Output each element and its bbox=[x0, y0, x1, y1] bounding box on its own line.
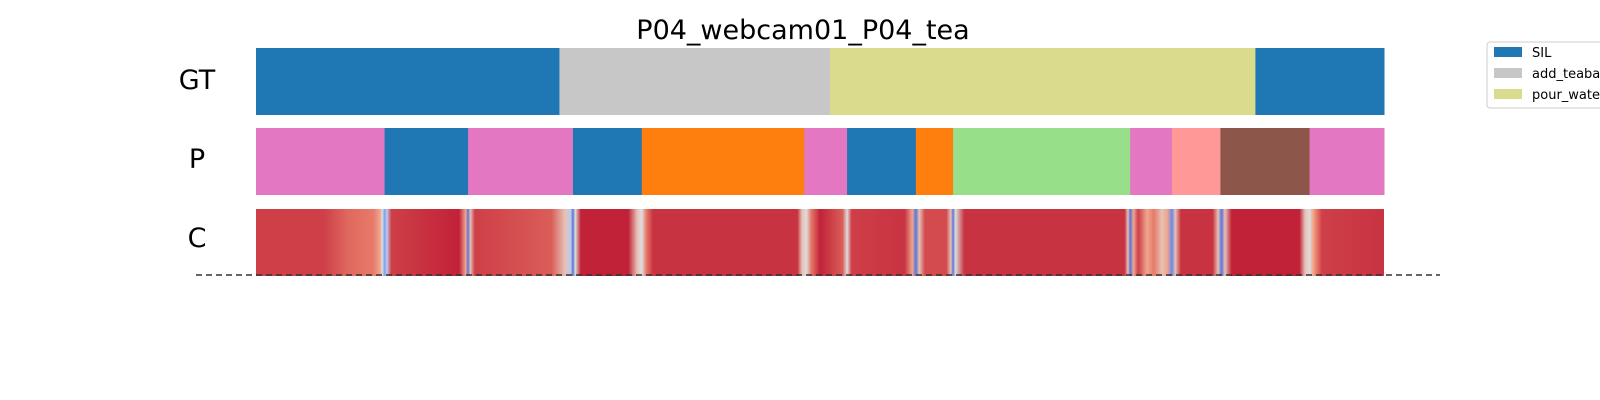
pred-segment-10 bbox=[1171, 128, 1221, 195]
prediction-segment-row bbox=[256, 128, 1385, 195]
pred-segment-9 bbox=[1130, 128, 1173, 195]
gt-segment-0 bbox=[256, 48, 560, 115]
confidence-gradient-bar bbox=[256, 209, 1384, 276]
legend-label-pour-water: pour_wate bbox=[1532, 88, 1600, 103]
row-label-c: C bbox=[188, 223, 207, 254]
pred-segment-11 bbox=[1220, 128, 1311, 195]
pred-segment-5 bbox=[804, 128, 848, 195]
pred-segment-4 bbox=[641, 128, 805, 195]
legend-swatch-pour-water bbox=[1494, 89, 1522, 99]
row-label-p: P bbox=[189, 144, 205, 175]
pred-segment-3 bbox=[572, 128, 643, 195]
pred-segment-12 bbox=[1309, 128, 1385, 195]
confidence-row bbox=[256, 209, 1384, 276]
legend-label-sil: SIL bbox=[1532, 46, 1552, 61]
pred-segment-7 bbox=[915, 128, 954, 195]
gt-segment-3 bbox=[1255, 48, 1385, 115]
legend-swatch-sil bbox=[1494, 47, 1522, 57]
chart-title: P04_webcam01_P04_tea bbox=[636, 15, 969, 46]
row-label-gt: GT bbox=[179, 65, 216, 96]
legend-swatch-add-teabag bbox=[1494, 68, 1522, 78]
pred-segment-1 bbox=[384, 128, 469, 195]
legend: SIL add_teaba pour_wate bbox=[1486, 41, 1600, 109]
pred-segment-2 bbox=[468, 128, 574, 195]
gt-segment-2 bbox=[830, 48, 1256, 115]
pred-segment-0 bbox=[256, 128, 386, 195]
gt-segment-1 bbox=[559, 48, 831, 115]
pred-segment-8 bbox=[953, 128, 1131, 195]
legend-label-add-teabag: add_teaba bbox=[1532, 67, 1600, 82]
pred-segment-6 bbox=[847, 128, 917, 195]
gt-segment-row bbox=[256, 48, 1385, 115]
